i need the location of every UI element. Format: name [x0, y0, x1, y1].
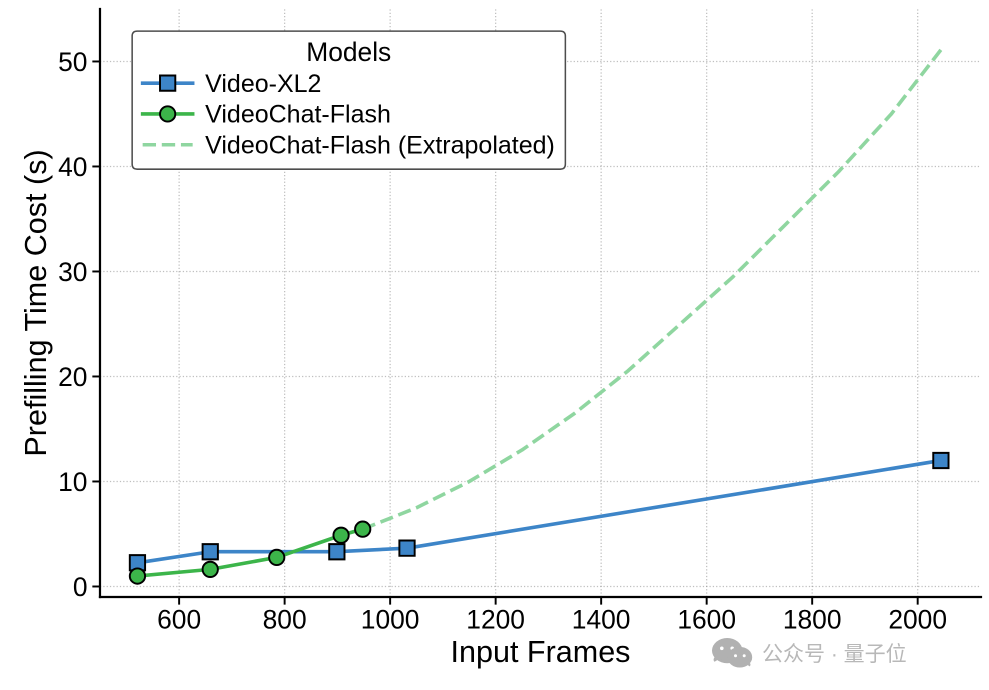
svg-text:VideoChat-Flash (Extrapolated): VideoChat-Flash (Extrapolated) — [205, 131, 555, 159]
svg-text:VideoChat-Flash: VideoChat-Flash — [205, 101, 391, 129]
svg-text:Video-XL2: Video-XL2 — [205, 70, 321, 98]
svg-text:1600: 1600 — [677, 605, 736, 635]
svg-text:50: 50 — [58, 47, 87, 77]
svg-text:30: 30 — [58, 257, 87, 287]
svg-text:10: 10 — [58, 467, 87, 497]
svg-text:Models: Models — [306, 37, 391, 67]
svg-text:Prefilling Time Cost (s): Prefilling Time Cost (s) — [19, 149, 53, 456]
svg-text:1800: 1800 — [783, 605, 842, 635]
svg-text:20: 20 — [58, 362, 87, 392]
svg-text:Input Frames: Input Frames — [451, 635, 631, 669]
svg-text:1200: 1200 — [466, 605, 525, 635]
svg-text:800: 800 — [263, 605, 307, 635]
svg-text:0: 0 — [73, 572, 88, 602]
svg-text:1400: 1400 — [572, 605, 631, 635]
svg-text:600: 600 — [157, 605, 201, 635]
svg-text:2000: 2000 — [888, 605, 947, 635]
svg-text:1000: 1000 — [361, 605, 420, 635]
svg-text:40: 40 — [58, 152, 87, 182]
